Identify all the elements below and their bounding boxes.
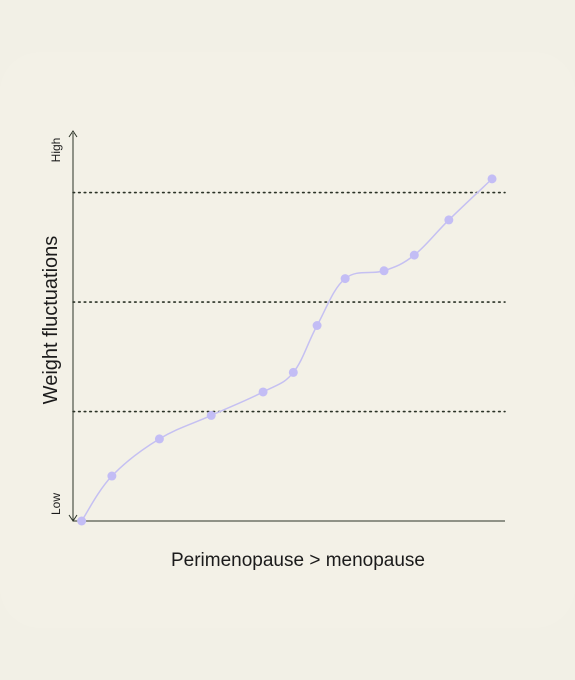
chart-frame [0,52,575,628]
gridlines [72,191,506,413]
y-tick-label-high: High [49,138,63,163]
axes [68,130,505,522]
data-point-4 [206,410,216,420]
x-axis-label: Perimenopause > menopause [171,550,425,571]
series [77,174,497,526]
series-line-1 [81,178,493,522]
y-tick-label-low: Low [49,493,63,515]
data-point-12 [487,174,497,184]
data-point-5 [258,387,268,397]
y-axis-arrow-top [68,130,78,138]
y-axis-label: Weight fluctuations [40,236,62,405]
data-point-3 [154,434,164,444]
data-point-2 [107,471,117,481]
data-point-11 [444,215,454,225]
data-point-8 [340,274,350,284]
data-point-1 [77,516,87,526]
data-point-6 [288,367,298,377]
data-point-7 [312,321,322,330]
data-point-9 [379,266,389,276]
data-point-10 [409,250,419,260]
